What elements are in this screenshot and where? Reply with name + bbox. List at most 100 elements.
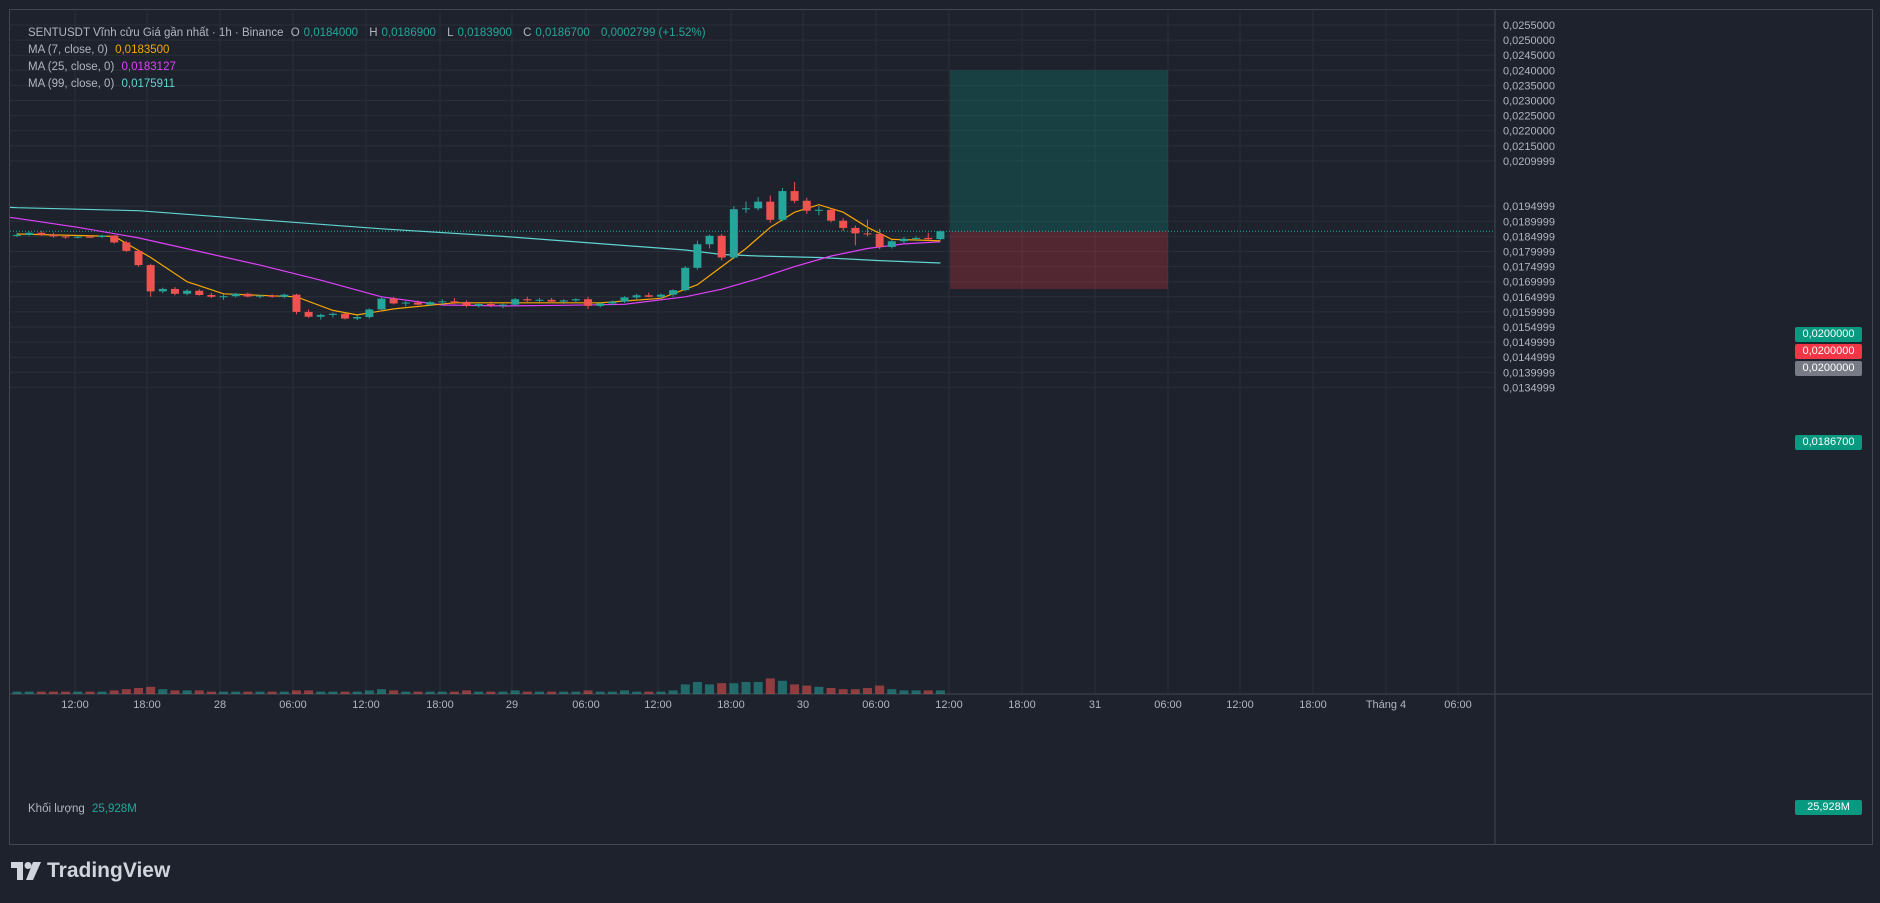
volume-bar: [607, 691, 617, 694]
volume-bar: [620, 690, 629, 694]
high-value: 0,0186900: [381, 27, 436, 39]
candle-body: [474, 304, 483, 306]
y-tick-label: 0,0159999: [1503, 307, 1555, 319]
candle-body: [304, 311, 313, 317]
candle-body: [256, 295, 264, 297]
candle-body: [37, 232, 46, 235]
volume-bar: [219, 691, 229, 694]
volume-value: 25,928M: [92, 803, 137, 815]
ma25-value: 0,0183127: [121, 61, 176, 73]
candle-body: [486, 304, 495, 306]
volume-bar: [291, 690, 301, 694]
candle-body: [827, 209, 836, 221]
y-tick-label: 0,0184999: [1503, 231, 1555, 243]
volume-bar: [717, 683, 727, 694]
y-tick-label: 0,0235000: [1503, 80, 1555, 92]
candle-body: [632, 295, 641, 298]
volume-bar: [668, 690, 678, 694]
volume-bar: [911, 690, 921, 694]
y-tick-label: 0,0245000: [1503, 50, 1555, 62]
y-tick-label: 0,0240000: [1503, 65, 1555, 77]
candle-body: [802, 200, 811, 211]
volume-bar: [547, 691, 557, 694]
volume-bar: [741, 682, 751, 694]
candle-body: [13, 234, 21, 236]
chart-canvas[interactable]: 0,0255000 0,0250000 0,0245000 0,0240000 0,02…: [10, 10, 1872, 844]
volume-bar: [231, 691, 241, 694]
candle-body: [742, 208, 750, 210]
candle-body: [523, 299, 532, 301]
volume-bar: [863, 688, 872, 694]
volume-bar: [790, 684, 800, 694]
candle-body: [243, 293, 252, 297]
ma7-line: [16, 204, 941, 316]
y-tick-label: 0,0230000: [1503, 96, 1555, 108]
tradingview-logo[interactable]: TradingView: [11, 859, 170, 883]
tradingview-logo-text: TradingView: [47, 859, 171, 882]
candle-body: [98, 235, 107, 238]
x-tick-label: 28: [214, 699, 226, 711]
volume-bar: [814, 686, 824, 694]
x-tick-label: 31: [1089, 699, 1101, 711]
volume-bar: [753, 682, 763, 694]
volume-bar: [425, 691, 435, 694]
loss-zone: [950, 231, 1168, 289]
volume-bar: [802, 685, 812, 694]
volume-legend[interactable]: Khối lượng 25,928M: [28, 803, 137, 815]
chart-frame[interactable]: 0,0255000 0,0250000 0,0245000 0,0240000 0,02…: [9, 9, 1873, 845]
candle-body: [839, 220, 848, 228]
candle-body: [887, 241, 896, 247]
x-tick-label: 18:00: [1008, 699, 1036, 711]
entry-price-badge: 0,0200000: [1795, 361, 1862, 376]
candle-body: [183, 290, 192, 294]
candle-body: [268, 295, 277, 297]
volume-bar: [875, 685, 885, 694]
volume-bar: [279, 691, 289, 694]
last-price-badge: 0,0186700: [1795, 435, 1862, 450]
x-tick-label: 12:00: [352, 699, 380, 711]
ma7-value: 0,0183500: [115, 44, 170, 56]
volume-bar: [632, 691, 642, 694]
y-tick-label: 0,0225000: [1503, 111, 1555, 123]
candle-body: [559, 300, 568, 302]
volume-bar: [486, 691, 496, 694]
x-tick-label: 18:00: [133, 699, 161, 711]
ma7-legend[interactable]: MA (7, close, 0) 0,0183500: [28, 44, 170, 56]
candle-body: [462, 301, 471, 306]
volume-bar: [401, 691, 411, 694]
candle-body: [936, 231, 945, 240]
candle-body: [73, 236, 82, 238]
candle-body: [571, 299, 580, 301]
ma99-legend[interactable]: MA (99, close, 0) 0,0175911: [28, 78, 176, 90]
candle-body: [219, 296, 228, 298]
volume-bar: [729, 683, 739, 694]
volume-bar: [474, 691, 484, 694]
volume-bar: [498, 691, 508, 694]
volume-bar: [522, 691, 532, 694]
candle-body: [912, 237, 921, 239]
volume-bar: [267, 691, 277, 694]
ma25-legend[interactable]: MA (25, close, 0) 0,0183127: [28, 61, 176, 73]
volume-bar: [328, 691, 338, 694]
y-tick-label: 0,0174999: [1503, 262, 1555, 274]
symbol-legend[interactable]: SENTUSDT Vĩnh cửu Giá gần nhất · 1h · Bi…: [28, 27, 706, 39]
y-tick-label: 0,0194999: [1503, 201, 1555, 213]
volume-bar: [134, 688, 143, 694]
target-price-badge: 0,0200000: [1795, 327, 1862, 342]
x-tick-label: 06:00: [279, 699, 307, 711]
candle-body: [85, 236, 94, 238]
volume-bar: [571, 691, 581, 694]
x-tick-label: 06:00: [1444, 699, 1472, 711]
candle-body: [231, 293, 240, 297]
footer: [0, 848, 1880, 903]
x-tick-label: 12:00: [935, 699, 963, 711]
volume-bar: [255, 691, 265, 694]
candle-body: [814, 209, 823, 211]
candle-body: [620, 297, 629, 302]
candle-body: [438, 301, 447, 303]
x-tick-label: 18:00: [426, 699, 454, 711]
candle-body: [134, 250, 143, 266]
volume-bar: [109, 690, 119, 694]
candle-body: [328, 313, 337, 315]
candle-body: [535, 299, 544, 301]
